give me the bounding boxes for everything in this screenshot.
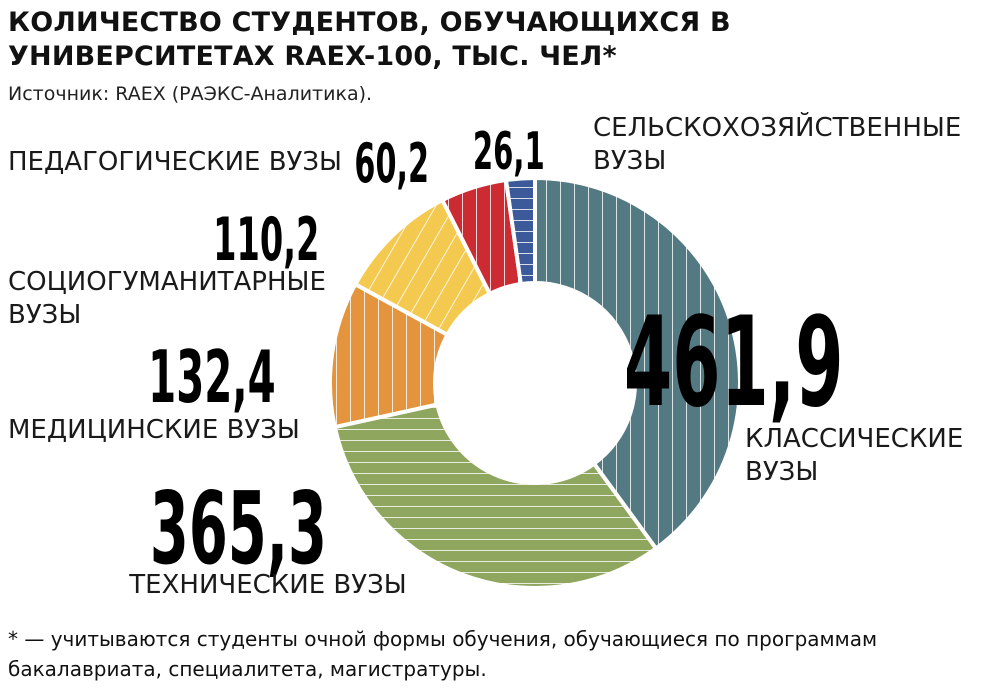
category-label-1: ТЕХНИЧЕСКИЕ ВУЗЫ bbox=[128, 570, 406, 600]
value-label-2: 132,4 bbox=[148, 335, 276, 419]
value-label-0: 461,9 bbox=[624, 290, 844, 434]
slice-0 bbox=[533, 176, 742, 551]
value-label-5: 26,1 bbox=[473, 121, 545, 181]
category-label-4: ПЕДАГОГИЧЕСКИЕ ВУЗЫ bbox=[8, 147, 342, 177]
category-label-5: СЕЛЬСКОХОЗЯЙСТВЕННЫЕ ВУЗЫ bbox=[593, 111, 961, 176]
slice-5 bbox=[504, 176, 537, 287]
category-label-0: КЛАССИЧЕСКИЕ ВУЗЫ bbox=[745, 424, 963, 487]
donut-slices bbox=[328, 176, 742, 590]
category-label-3: СОЦИОГУМАНИТАРНЫЕ ВУЗЫ bbox=[8, 267, 326, 330]
source-note: Источник: RAEX (РАЭКС-Аналитика). bbox=[8, 83, 373, 105]
category-label-2: МЕДИЦИНСКИЕ ВУЗЫ bbox=[8, 415, 300, 445]
chart-title: КОЛИЧЕСТВО СТУДЕНТОВ, ОБУЧАЮЩИХСЯ В УНИВ… bbox=[8, 7, 731, 72]
value-label-4: 60,2 bbox=[354, 133, 429, 196]
slice-1 bbox=[332, 402, 658, 590]
value-label-1: 365,3 bbox=[150, 472, 327, 588]
value-label-3: 110,2 bbox=[213, 206, 319, 275]
footnote: * — учитываются студенты очной формы обу… bbox=[8, 627, 878, 681]
